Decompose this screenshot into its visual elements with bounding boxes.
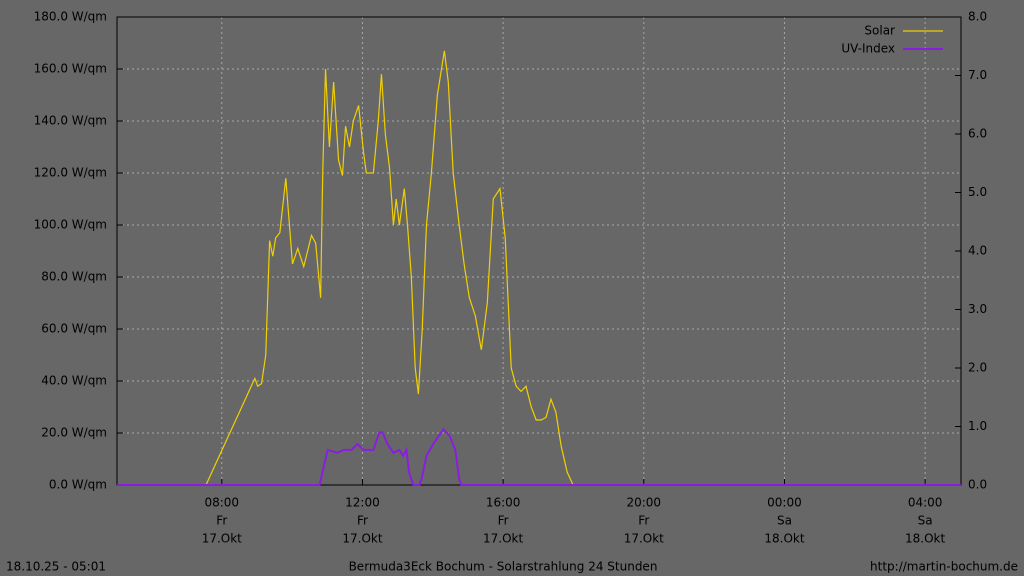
legend-label: UV-Index [841, 42, 895, 56]
x-tick-day: Sa [918, 514, 933, 528]
legend-label: Solar [864, 24, 895, 38]
y2-tick-label: 8.0 [968, 10, 987, 24]
y2-tick-label: 2.0 [968, 361, 987, 375]
y-tick-label: 140.0 W/qm [34, 114, 107, 128]
series-line [117, 50, 961, 486]
x-tick-date: 17.Okt [202, 532, 242, 546]
x-tick-label: 16:00 [486, 496, 521, 510]
x-tick-date: 18.Okt [905, 532, 945, 546]
series-line [117, 427, 961, 486]
y2-tick-label: 7.0 [968, 68, 987, 82]
y-tick-label: 160.0 W/qm [34, 62, 107, 76]
y-tick-label: 120.0 W/qm [34, 166, 107, 180]
y2-tick-label: 4.0 [968, 244, 987, 258]
x-tick-label: 12:00 [345, 496, 380, 510]
y2-tick-label: 0.0 [968, 478, 987, 492]
x-tick-label: 04:00 [908, 496, 943, 510]
x-tick-day: Fr [216, 514, 227, 528]
y-tick-label: 100.0 W/qm [34, 218, 107, 232]
x-tick-label: 20:00 [626, 496, 661, 510]
x-tick-day: Fr [357, 514, 368, 528]
footer-right: http://martin-bochum.de [870, 560, 1018, 574]
x-tick-date: 18.Okt [764, 532, 804, 546]
x-tick-date: 17.Okt [483, 532, 523, 546]
x-tick-label: 08:00 [204, 496, 239, 510]
x-tick-day: Sa [777, 514, 792, 528]
y2-tick-label: 3.0 [968, 302, 987, 316]
y-tick-label: 0.0 W/qm [49, 478, 107, 492]
y-tick-label: 40.0 W/qm [41, 374, 107, 388]
y2-tick-label: 5.0 [968, 185, 987, 199]
y2-tick-label: 6.0 [968, 127, 987, 141]
x-tick-day: Fr [498, 514, 509, 528]
x-tick-day: Fr [638, 514, 649, 528]
footer-center: Bermuda3Eck Bochum - Solarstrahlung 24 S… [349, 560, 658, 574]
x-tick-label: 00:00 [767, 496, 802, 510]
y2-tick-label: 1.0 [968, 419, 987, 433]
x-tick-date: 17.Okt [624, 532, 664, 546]
y-tick-label: 180.0 W/qm [34, 10, 107, 24]
y-tick-label: 60.0 W/qm [41, 322, 107, 336]
y-tick-label: 20.0 W/qm [41, 426, 107, 440]
x-tick-date: 17.Okt [342, 532, 382, 546]
y-tick-label: 80.0 W/qm [41, 270, 107, 284]
footer-left: 18.10.25 - 05:01 [6, 560, 106, 574]
